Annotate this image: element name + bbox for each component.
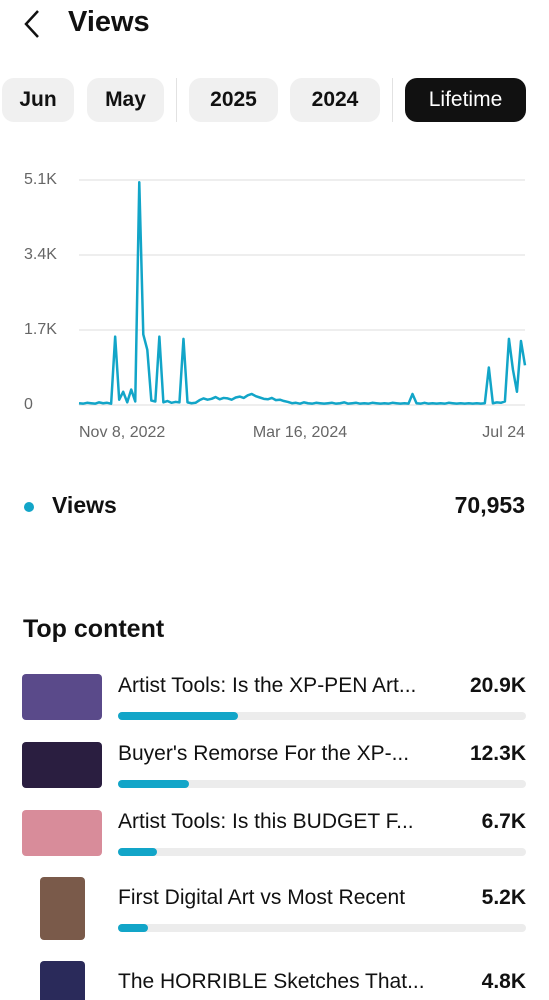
content-title: Artist Tools: Is the XP-PEN Art... — [118, 674, 417, 697]
progress-bar — [118, 780, 189, 788]
back-button[interactable] — [20, 8, 44, 40]
content-row[interactable]: Buyer's Remorse For the XP-... 12.3K — [0, 740, 549, 810]
content-views: 12.3K — [469, 742, 526, 765]
content-title: Buyer's Remorse For the XP-... — [118, 742, 410, 765]
line — [78, 180, 527, 405]
x-tick-label: Nov 8, 2022 — [79, 424, 165, 441]
thumbnail — [22, 810, 102, 856]
thumbnail — [22, 742, 102, 788]
tab[interactable]: Jun — [2, 78, 74, 122]
x-tick-label: Mar 16, 2024 — [253, 424, 347, 441]
thumbnail — [40, 877, 85, 940]
progress-track — [118, 712, 526, 720]
legend-label: Views — [52, 492, 117, 518]
page-title: Views — [68, 6, 150, 38]
x-tick-label: Jul 24 — [482, 424, 525, 441]
content-views: 6.7K — [481, 810, 526, 833]
progress-bar — [118, 848, 157, 856]
content-views: 20.9K — [469, 674, 526, 697]
y-tick-label: 5.1K — [24, 171, 57, 188]
content-title: The HORRIBLE Sketches That... — [118, 970, 425, 993]
content-row[interactable]: First Digital Art vs Most Recent 5.2K — [0, 884, 549, 954]
progress-track — [118, 924, 526, 932]
chart: 0 1.7K 3.4K 5.1K Nov 8, 2022 Mar 16, 2024 Jul … — [24, 171, 527, 441]
progress-track — [118, 848, 526, 856]
y-tick-label: 3.4K — [24, 246, 57, 263]
separator — [392, 78, 393, 122]
content-row[interactable]: Artist Tools: Is this BUDGET F... 6.7K — [0, 808, 549, 878]
progress-bar — [118, 712, 239, 720]
thumbnail — [40, 961, 85, 1000]
legend-total: 70,953 — [454, 492, 525, 518]
content-views: 5.2K — [481, 886, 526, 909]
separator — [176, 78, 177, 122]
content-row[interactable]: Artist Tools: Is the XP-PEN Art... 20.9K — [0, 672, 549, 742]
tab[interactable]: 2024 — [290, 78, 380, 122]
section-title: Top content — [23, 615, 165, 643]
tab[interactable]: 2025 — [189, 78, 278, 122]
y-tick-label: 1.7K — [24, 321, 57, 338]
content-title: First Digital Art vs Most Recent — [118, 886, 406, 909]
tab[interactable]: Lifetime — [405, 78, 526, 122]
legend-dot — [24, 502, 34, 512]
content-views: 4.8K — [481, 970, 526, 993]
y-tick-label: 0 — [24, 396, 33, 413]
content-title: Artist Tools: Is this BUDGET F... — [118, 810, 414, 833]
progress-track — [118, 780, 526, 788]
thumbnail — [22, 674, 102, 720]
tab[interactable]: May — [87, 78, 164, 122]
progress-bar — [118, 924, 148, 932]
content-row[interactable]: The HORRIBLE Sketches That... 4.8K — [0, 968, 549, 1000]
